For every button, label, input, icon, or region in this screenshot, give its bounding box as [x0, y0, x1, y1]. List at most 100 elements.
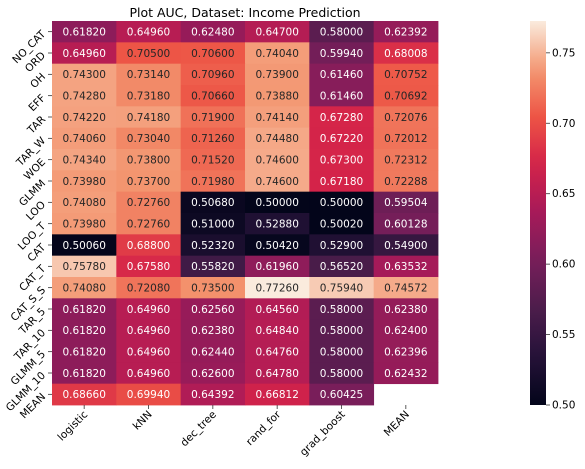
heatmap-cell: [309, 277, 375, 299]
heatmap-cell: [373, 63, 439, 86]
y-tick-label: EFF: [26, 92, 48, 114]
cell-value-label: 0.56520: [320, 261, 363, 273]
heatmap-cell: [373, 255, 439, 278]
heatmap-cell: [52, 362, 117, 385]
colorbar-tick-label: 0.55: [552, 329, 575, 341]
heatmap-cell: [180, 191, 246, 214]
cell-value-label: 0.72080: [127, 282, 170, 294]
heatmap-cell: [180, 213, 246, 235]
heatmap-cell: [373, 21, 439, 43]
cell-value-label: 0.74180: [127, 112, 170, 124]
cell-value-label: 0.72288: [384, 176, 427, 188]
heatmap-cell: [116, 362, 182, 385]
cell-value-label: 0.64760: [255, 346, 298, 358]
heatmap-cell: [52, 21, 117, 43]
heatmap-cell: [180, 234, 246, 257]
cell-value-label: 0.64780: [255, 368, 298, 380]
cell-value-label: 0.67180: [320, 176, 363, 188]
heatmap-cell: [373, 42, 439, 65]
cell-value-label: 0.61820: [62, 325, 105, 337]
cell-value-label: 0.50000: [255, 197, 298, 209]
cell-value-label: 0.70500: [127, 48, 170, 60]
heatmap-cell: [116, 106, 182, 129]
heatmap-cells: [52, 21, 439, 406]
heatmap-cell: [245, 191, 310, 214]
heatmap-cell: [309, 191, 375, 214]
cell-value-label: 0.52880: [255, 218, 298, 230]
cell-value-label: 0.64392: [191, 389, 234, 401]
cell-value-label: 0.68008: [384, 48, 427, 60]
y-tick-label: TAR: [25, 114, 48, 137]
cell-value-label: 0.70600: [191, 48, 234, 60]
heatmap-cell: [245, 319, 310, 342]
cell-value-label: 0.64960: [127, 304, 170, 316]
x-axis-ticks: logistic kNN dec_tree rand_for grad_boost MEA…: [55, 405, 412, 459]
cell-value-label: 0.60425: [320, 389, 363, 401]
heatmap-cell: [180, 319, 246, 342]
cell-value-label: 0.61820: [62, 368, 105, 380]
heatmap-cell: [116, 42, 182, 65]
cell-value-label: 0.70660: [191, 90, 234, 102]
heatmap-cell: [52, 213, 117, 235]
cell-value-label: 0.64960: [62, 48, 105, 60]
heatmap-cell: [245, 149, 310, 171]
colorbar-tick-label: 0.70: [552, 118, 575, 130]
cell-value-label: 0.50420: [255, 240, 298, 252]
heatmap-cell: [180, 170, 246, 193]
colorbar-gradient: [530, 21, 546, 405]
cell-value-label: 0.59940: [320, 48, 363, 60]
cell-value-label: 0.58000: [320, 325, 363, 337]
heatmap-cell: [180, 149, 246, 171]
colorbar-tick-label: 0.60: [552, 259, 575, 271]
cell-value-label: 0.51000: [191, 218, 234, 230]
heatmap-cell: [245, 213, 310, 235]
cell-value-label: 0.74220: [62, 112, 105, 124]
heatmap-cell: [245, 85, 310, 107]
heatmap-cell: [373, 341, 439, 363]
heatmap-cell: [180, 341, 246, 363]
cell-value-label: 0.64560: [255, 304, 298, 316]
cell-value-label: 0.72012: [384, 133, 427, 145]
heatmap-cell: [116, 149, 182, 171]
cell-value-label: 0.64960: [127, 346, 170, 358]
cell-value-label: 0.73980: [62, 176, 105, 188]
cell-value-label: 0.75780: [62, 261, 105, 273]
cell-value-label: 0.67300: [320, 154, 363, 166]
heatmap-cell: [52, 42, 117, 65]
cell-value-label: 0.62440: [191, 346, 234, 358]
cell-value-label: 0.71520: [191, 154, 234, 166]
heatmap-cell: [52, 127, 117, 150]
cell-value-label: 0.58000: [320, 304, 363, 316]
heatmap-cell: [52, 341, 117, 363]
heatmap-cell: [52, 383, 117, 406]
heatmap-cell-labels: 0.61820 0.64960 0.62480 0.64700 0.58000 0.623…: [62, 26, 427, 401]
heatmap-cell: [373, 191, 439, 214]
cell-value-label: 0.60128: [384, 218, 427, 230]
cell-value-label: 0.52320: [191, 240, 234, 252]
heatmap-cell: [373, 234, 439, 257]
heatmap-cell: [180, 85, 246, 107]
cell-value-label: 0.62432: [384, 368, 427, 380]
cell-value-label: 0.73040: [127, 133, 170, 145]
heatmap-cell: [116, 341, 182, 363]
heatmap-cell: [52, 255, 117, 278]
cell-value-label: 0.61820: [62, 304, 105, 316]
x-tick-label: logistic: [55, 408, 90, 443]
chart-title: Plot AUC, Dataset: Income Prediction: [129, 5, 360, 20]
heatmap-cell: [116, 21, 182, 43]
x-tick-label: MEAN: [382, 409, 412, 439]
cell-value-label: 0.61820: [62, 346, 105, 358]
heatmap-cell: [116, 170, 182, 193]
heatmap-cell: [116, 383, 182, 406]
cell-value-label: 0.59504: [384, 197, 428, 209]
cell-value-label: 0.71900: [191, 112, 234, 124]
heatmap-cell: [309, 170, 375, 193]
heatmap-cell: [52, 63, 117, 86]
cell-value-label: 0.58000: [320, 346, 363, 358]
heatmap-cell: [180, 298, 246, 321]
heatmap-cell: [245, 170, 310, 193]
heatmap-cell: [245, 234, 310, 257]
cell-value-label: 0.74040: [255, 48, 298, 60]
cell-value-label: 0.67580: [127, 261, 170, 273]
x-tick-label: grad_boost: [298, 409, 348, 459]
